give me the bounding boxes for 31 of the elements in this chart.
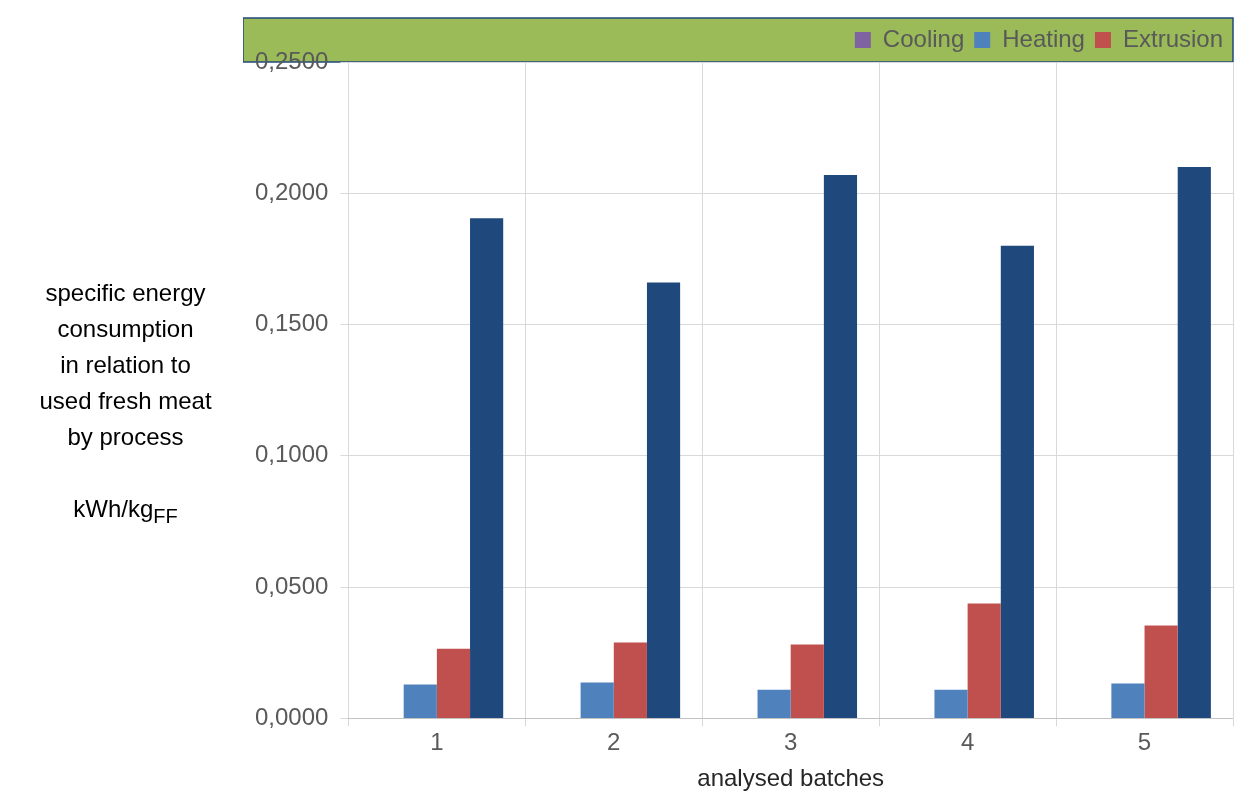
bar [1144,625,1178,718]
x-tick-label: 4 [960,728,975,756]
bar [790,644,824,718]
text: specific energy consumption in relation to used fresh meat by process kWh/kg$_{FF}$ [39,279,212,527]
bar [403,684,437,718]
bar [470,218,504,718]
x-axis-title: analysed batches [697,764,885,792]
y-tick-label: 0,2500 [255,46,329,74]
bar [1177,167,1211,718]
x-tick-label: 1 [430,728,444,756]
y-tick-label: 0,0000 [255,703,329,731]
x-tick-label: 3 [784,728,798,756]
bar [1111,683,1145,718]
bar [823,174,858,718]
bar [757,689,791,718]
bar [1000,245,1034,718]
x-tick-label: 5 [1137,728,1152,756]
bar [934,689,968,718]
y-tick-label: 0,0500 [255,571,329,599]
bar [580,682,614,718]
x-tick-label: 2 [607,728,621,756]
bar [646,282,681,718]
y-tick-label: 0,1500 [255,309,329,337]
bar [436,648,471,718]
bar [613,642,647,718]
legend-label: Extrusion [1122,24,1223,52]
bar [967,603,1001,718]
legend-label: Heating [1002,24,1085,52]
y-tick-label: 0,2000 [255,177,329,205]
y-tick-label: 0,1000 [255,440,329,468]
legend-label: Cooling [882,24,965,52]
